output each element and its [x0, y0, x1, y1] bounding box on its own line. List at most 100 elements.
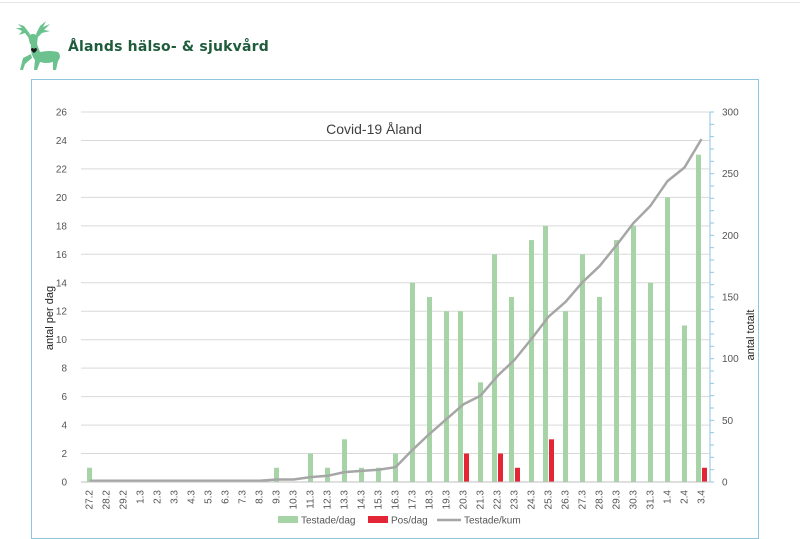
- bar-positive: [515, 467, 520, 482]
- axes: 0246810121416182022242605010015020025030…: [56, 108, 739, 510]
- x-tick-label: 6.3: [221, 490, 232, 504]
- x-tick-label: 11.3: [306, 490, 317, 509]
- legend-swatch: [368, 516, 388, 523]
- x-tick-label: 10.3: [289, 490, 300, 510]
- y-tick-label-left: 20: [56, 193, 68, 204]
- bar-positive: [464, 453, 469, 482]
- bar-tested: [631, 225, 636, 482]
- bar-tested: [444, 311, 449, 482]
- x-tick-label: 3.3: [170, 490, 181, 504]
- x-tick-label: 2.4: [680, 490, 691, 504]
- bar-tested: [458, 311, 463, 482]
- bar-tested: [543, 225, 548, 482]
- bar-tested: [597, 297, 602, 482]
- bar-tested: [696, 154, 701, 482]
- legend-swatch: [278, 516, 298, 523]
- bar-tested: [308, 453, 313, 482]
- x-tick-label: 1.4: [663, 490, 674, 504]
- legend-label: Testade/dag: [301, 516, 356, 527]
- y-tick-label-left: 16: [56, 250, 68, 261]
- x-tick-label: 27.2: [85, 490, 96, 510]
- y-tick-label-left: 0: [61, 478, 67, 489]
- bars: [87, 154, 707, 482]
- x-tick-label: 16.3: [391, 490, 402, 510]
- bar-tested: [427, 297, 432, 482]
- y-tick-label-left: 6: [61, 392, 67, 403]
- legend-label: Testade/kum: [464, 516, 521, 527]
- org-name: Ålands hälso- & sjukvård: [68, 39, 269, 55]
- x-tick-label: 13.3: [340, 490, 351, 510]
- x-tick-label: 7.3: [238, 490, 249, 504]
- bar-tested: [359, 467, 364, 482]
- x-tick-label: 9.3: [272, 490, 283, 504]
- bar-tested: [682, 325, 687, 482]
- x-tick-label: 22.3: [493, 490, 504, 510]
- y-tick-label-left: 18: [56, 221, 68, 232]
- x-tick-label: 5.3: [204, 490, 215, 504]
- y-axis-label-left: antal per dag: [44, 286, 56, 350]
- x-tick-label: 15.3: [374, 490, 385, 510]
- bar-tested: [376, 467, 381, 482]
- x-tick-label: 14.3: [357, 490, 368, 510]
- chart-title: Covid-19 Åland: [326, 121, 422, 137]
- gridlines: [81, 111, 710, 483]
- bar-tested: [274, 467, 279, 482]
- y-tick-label-right: 250: [722, 169, 739, 180]
- y-tick-label-right: 300: [722, 108, 739, 119]
- y-tick-label-left: 24: [56, 136, 68, 147]
- x-tick-label: 29.2: [119, 490, 130, 510]
- x-tick-label: 28.3: [595, 490, 606, 510]
- bar-tested: [410, 282, 415, 482]
- x-tick-label: 31.3: [646, 490, 657, 510]
- x-tick-label: 28.2: [102, 490, 113, 510]
- y-tick-label-left: 14: [56, 278, 68, 289]
- x-tick-label: 19.3: [442, 490, 453, 510]
- deer-logo-icon: [16, 21, 60, 70]
- y-tick-label-left: 22: [56, 164, 68, 175]
- y-tick-label-right: 50: [722, 416, 734, 427]
- y-tick-label-right: 100: [722, 354, 739, 365]
- y-tick-label-left: 10: [56, 335, 68, 346]
- covid-chart: 0246810121416182022242605010015020025030…: [44, 108, 757, 527]
- y-tick-label-right: 150: [722, 293, 739, 304]
- x-tick-label: 25.3: [544, 490, 555, 510]
- bar-tested: [580, 254, 585, 482]
- y-tick-label-left: 26: [56, 108, 68, 119]
- top-border-line: [0, 2, 800, 3]
- x-tick-label: 8.3: [255, 490, 266, 504]
- bar-tested: [648, 282, 653, 482]
- cumulative-line-group: [89, 138, 703, 483]
- bar-positive: [702, 467, 707, 482]
- legend-label: Pos/dag: [391, 516, 428, 527]
- bar-tested: [87, 467, 92, 482]
- x-tick-label: 4.3: [187, 490, 198, 504]
- bar-positive: [498, 453, 503, 482]
- x-tick-label: 3.4: [697, 490, 708, 504]
- legend: Testade/dag Pos/dag Testade/kum: [278, 516, 521, 527]
- chart-frame: 0 2 4 6 8 10 12 14 16 18 20 22 24 26 0 50 100 150 200 250 30…: [31, 79, 759, 539]
- x-tick-label: 23.3: [510, 490, 521, 510]
- x-tick-label: 27.3: [578, 490, 589, 510]
- cumulative-line: [89, 138, 703, 483]
- bar-tested: [614, 240, 619, 482]
- y-axis-label-right: antal totalt: [745, 310, 757, 361]
- bar-tested: [529, 240, 534, 482]
- y-tick-label-right: 200: [722, 231, 739, 242]
- x-tick-label: 29.3: [612, 490, 623, 510]
- bar-positive: [549, 439, 554, 482]
- x-tick-label: 12.3: [323, 490, 334, 510]
- y-tick-label-left: 8: [61, 364, 67, 375]
- bar-tested: [342, 439, 347, 482]
- y-tick-label-left: 12: [56, 307, 68, 318]
- x-tick-label: 2.3: [153, 490, 164, 504]
- x-tick-label: 17.3: [408, 490, 419, 510]
- x-tick-label: 20.3: [459, 490, 470, 510]
- x-tick-label: 30.3: [629, 490, 640, 510]
- y-tick-label-left: 2: [61, 449, 67, 460]
- x-tick-label: 24.3: [527, 490, 538, 510]
- x-tick-label: 1.3: [136, 490, 147, 504]
- y-tick-label-left: 4: [61, 421, 67, 432]
- y-tick-label-right: 0: [722, 478, 728, 489]
- x-tick-label: 18.3: [425, 490, 436, 510]
- x-tick-label: 26.3: [561, 490, 572, 510]
